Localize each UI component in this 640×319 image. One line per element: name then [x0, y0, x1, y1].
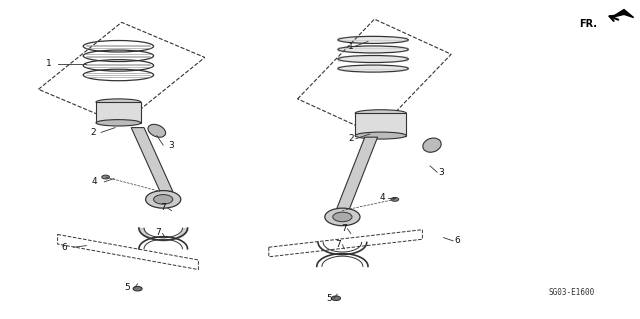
- Text: 4: 4: [380, 193, 385, 202]
- Ellipse shape: [154, 195, 173, 204]
- Text: 1: 1: [348, 42, 353, 51]
- Ellipse shape: [148, 124, 166, 137]
- Text: 3: 3: [439, 168, 444, 177]
- Text: 5: 5: [327, 294, 332, 303]
- Text: 7: 7: [161, 203, 166, 212]
- Text: 6: 6: [455, 236, 460, 245]
- Ellipse shape: [355, 132, 406, 139]
- Text: 2: 2: [348, 134, 353, 143]
- Text: 4: 4: [92, 177, 97, 186]
- Text: 5: 5: [124, 283, 129, 292]
- Ellipse shape: [325, 208, 360, 226]
- Text: FR.: FR.: [579, 19, 597, 29]
- Ellipse shape: [333, 212, 352, 222]
- Polygon shape: [611, 10, 634, 18]
- Ellipse shape: [391, 197, 399, 201]
- Ellipse shape: [423, 138, 441, 152]
- Ellipse shape: [133, 286, 142, 291]
- Ellipse shape: [355, 110, 406, 117]
- Ellipse shape: [146, 190, 180, 208]
- Polygon shape: [336, 137, 378, 211]
- Text: 1: 1: [47, 59, 52, 68]
- Ellipse shape: [332, 296, 340, 300]
- Polygon shape: [131, 128, 173, 191]
- Text: 3: 3: [169, 141, 174, 150]
- Polygon shape: [96, 102, 141, 123]
- Ellipse shape: [102, 175, 109, 179]
- Polygon shape: [355, 113, 406, 136]
- Text: 7: 7: [156, 228, 161, 237]
- Text: 2: 2: [90, 128, 95, 137]
- Text: 7: 7: [335, 240, 340, 249]
- Text: 6: 6: [61, 243, 67, 252]
- Text: SG03-E1600: SG03-E1600: [549, 288, 595, 297]
- Text: 7: 7: [341, 224, 346, 233]
- Ellipse shape: [96, 99, 141, 105]
- Ellipse shape: [96, 120, 141, 126]
